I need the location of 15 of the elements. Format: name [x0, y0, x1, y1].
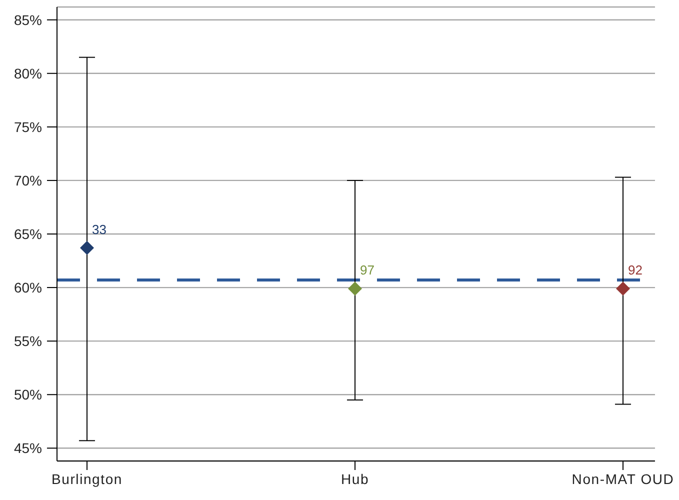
y-tick-label: 45%: [14, 440, 42, 456]
annotation: 33: [92, 222, 106, 237]
y-tick-label: 80%: [14, 65, 42, 82]
y-tick-label: 65%: [14, 226, 42, 242]
x-tick-label: Hub: [340, 470, 370, 487]
annotation: 97: [360, 262, 374, 278]
y-tick-label: 50%: [14, 386, 42, 403]
y-tick-label: 75%: [14, 118, 42, 135]
y-tick-label: 60%: [14, 280, 42, 296]
x-tick-label: Non-MAT OUD: [572, 470, 674, 487]
y-tick-label: 55%: [14, 333, 42, 350]
x-tick-label: Burlington: [51, 470, 123, 487]
y-tick-label: 85%: [14, 12, 42, 28]
annotation: 92: [628, 262, 642, 278]
y-tick-label: 70%: [14, 172, 42, 188]
